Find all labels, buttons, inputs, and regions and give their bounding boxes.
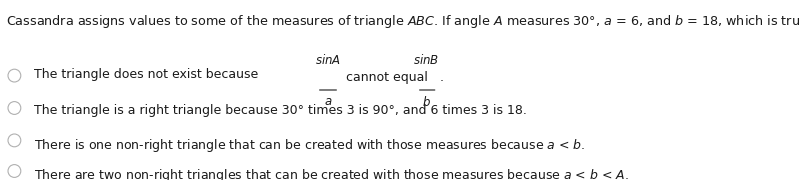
- Text: $\mathit{b}$: $\mathit{b}$: [422, 95, 431, 109]
- Text: Cassandra assigns values to some of the measures of triangle $ABC$. If angle $A$: Cassandra assigns values to some of the …: [6, 13, 800, 30]
- Text: $\mathit{sin}A$: $\mathit{sin}A$: [315, 53, 341, 67]
- Text: The triangle does not exist because: The triangle does not exist because: [34, 68, 258, 81]
- Text: .: .: [440, 71, 444, 84]
- Text: cannot equal: cannot equal: [346, 71, 428, 84]
- Text: The triangle is a right triangle because 30° times 3 is 90°, and 6 times 3 is 18: The triangle is a right triangle because…: [34, 104, 526, 117]
- Text: There are two non-right triangles that can be created with those measures becaus: There are two non-right triangles that c…: [34, 167, 629, 180]
- Text: $\mathit{a}$: $\mathit{a}$: [324, 95, 332, 108]
- Text: $\mathit{sin}B$: $\mathit{sin}B$: [414, 53, 439, 67]
- Text: There is one non-right triangle that can be created with those measures because : There is one non-right triangle that can…: [34, 137, 585, 154]
